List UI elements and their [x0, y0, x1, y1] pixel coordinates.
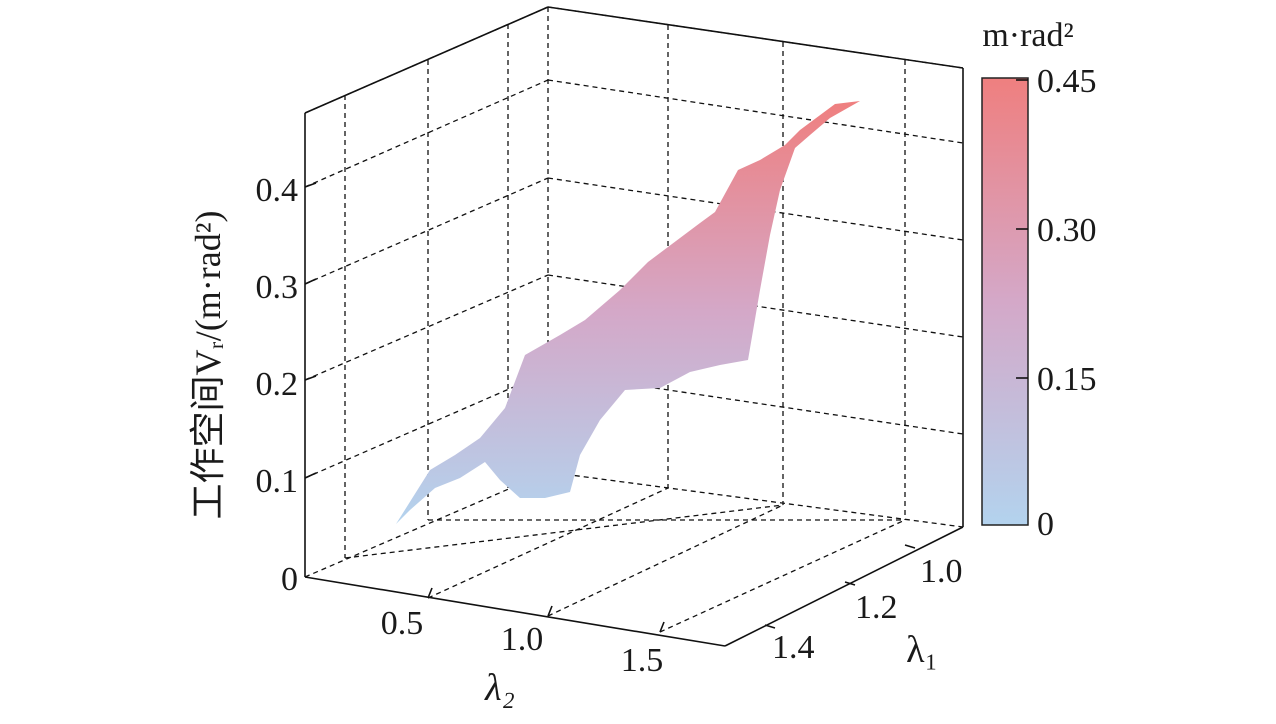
- z-tick-labels: 0 0.1 0.2 0.3 0.4: [256, 172, 299, 598]
- y-tick-2: 1.4: [772, 629, 815, 666]
- y-tick-0: 1.0: [920, 553, 963, 590]
- axes-frame: [304, 6, 964, 647]
- x-tick-labels: 0.5 1.0 1.5: [381, 605, 664, 679]
- x-tick-2: 1.5: [621, 642, 664, 679]
- workspace-surface: [396, 101, 860, 524]
- colorbar-tick-3: 0.45: [1037, 63, 1097, 100]
- z-tick-3: 0.3: [256, 269, 299, 306]
- y-tick-labels: 1.0 1.2 1.4: [772, 553, 963, 666]
- colorbar: m·rad² 0 0.15 0.30 0.45: [981, 17, 1097, 543]
- colorbar-tick-1: 0.15: [1037, 361, 1097, 398]
- z-tick-0: 0: [281, 561, 298, 598]
- x-axis-title: λ₂: [484, 667, 515, 709]
- z-axis-title: 工作空间Vᵣ/(m·rad²): [188, 211, 228, 520]
- y-axis-title: λ₁: [906, 629, 938, 671]
- floor-grid: [304, 471, 964, 633]
- x-tick-0: 0.5: [381, 605, 424, 642]
- z-tick-2: 0.2: [256, 366, 299, 403]
- colorbar-tick-0: 0: [1037, 506, 1054, 543]
- colorbar-title: m·rad²: [982, 17, 1073, 54]
- colorbar-fill: [981, 77, 1029, 526]
- y-tick-1: 1.2: [855, 589, 898, 626]
- colorbar-tick-2: 0.30: [1037, 212, 1097, 249]
- z-tick-4: 0.4: [256, 172, 299, 209]
- x-tick-1: 1.0: [501, 621, 544, 658]
- z-tick-1: 0.1: [256, 463, 299, 500]
